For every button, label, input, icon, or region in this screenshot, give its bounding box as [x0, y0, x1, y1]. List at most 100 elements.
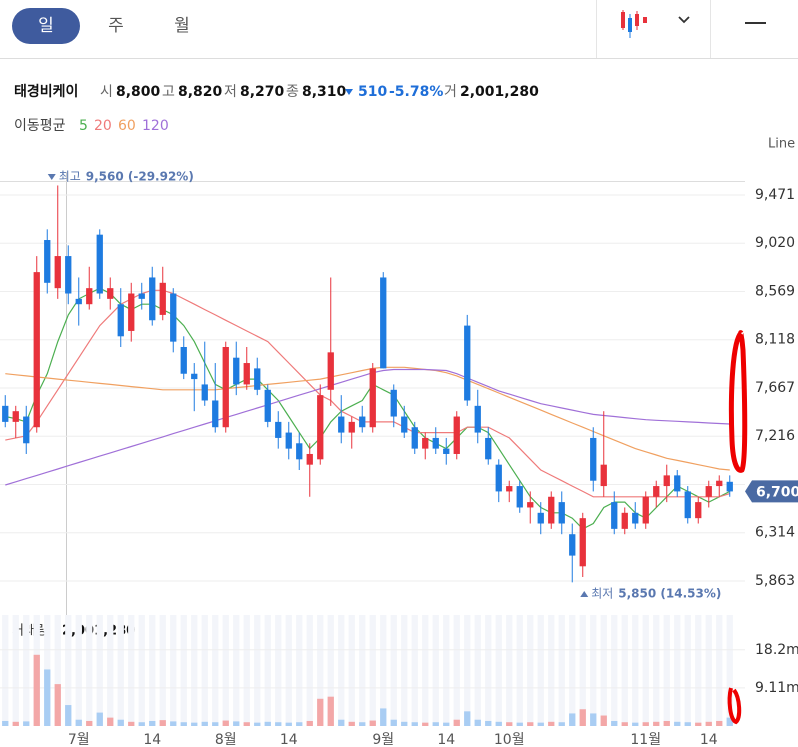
volume-stripe	[716, 615, 723, 726]
last-price-label: 6,700	[756, 484, 798, 500]
legend-entry: 60	[118, 118, 136, 134]
volume-stripe	[296, 615, 303, 726]
x-tick-label: 9월	[372, 732, 394, 747]
volume-bar	[653, 721, 660, 726]
low-label: 5,850 (14.53%)	[618, 587, 721, 601]
legend-entry: 5	[79, 118, 88, 134]
candle-body	[317, 395, 324, 460]
annotation-scribble	[727, 687, 742, 725]
tab-active-bg[interactable]	[12, 8, 80, 44]
candle-body	[222, 346, 229, 428]
volume-stripe	[422, 615, 429, 726]
candle-body	[54, 256, 61, 289]
volume-stripe	[243, 615, 250, 726]
candle-body	[306, 453, 313, 465]
down-arrow	[345, 89, 353, 95]
volume-stripe	[537, 615, 544, 726]
volume-stripe	[380, 615, 387, 726]
volume-stripe	[201, 615, 208, 726]
volume-stripe	[191, 615, 198, 726]
candle-body	[506, 486, 513, 492]
tab[interactable]: 일	[38, 16, 54, 36]
volume-bar	[338, 719, 345, 726]
volume-stripe	[107, 615, 114, 726]
candle-body	[75, 298, 82, 305]
candle-body	[201, 384, 208, 401]
candle-body	[453, 416, 460, 454]
volume-bar	[642, 722, 649, 726]
volume-bar	[348, 721, 355, 726]
volume-bar	[285, 722, 292, 726]
volume-bar	[117, 719, 124, 726]
chart-type-icon[interactable]	[621, 10, 647, 38]
ma-title: 이동평균	[14, 118, 66, 134]
candle-body	[390, 389, 397, 417]
volume-bar	[527, 722, 534, 726]
volume-stripe	[726, 615, 733, 726]
quote-value: 2,001,280	[460, 84, 539, 100]
last-price-tag	[745, 480, 798, 503]
candle-body	[138, 293, 145, 299]
y-tick-label: 6,314	[755, 525, 795, 541]
candle-body	[443, 448, 450, 454]
candle-body	[716, 480, 723, 487]
volume-bar	[621, 722, 628, 726]
volume-stripe	[86, 615, 93, 726]
volume-stripe	[558, 615, 565, 726]
volume-stripe	[75, 615, 82, 726]
quote-label: 거	[444, 84, 457, 100]
candle-body	[44, 240, 51, 283]
candle-body	[264, 389, 271, 422]
volume-stripe	[464, 615, 471, 726]
candle-body	[495, 464, 502, 492]
dropdown-chevron[interactable]	[678, 16, 690, 24]
volume-bar	[663, 720, 670, 726]
y-tick-label: 8,569	[755, 283, 795, 299]
volume-bar	[684, 722, 691, 726]
candle-body	[684, 491, 691, 519]
volume-bar	[54, 684, 61, 726]
volume-bar	[107, 717, 114, 726]
candle-body	[12, 411, 19, 422]
volume-bar	[12, 721, 19, 726]
volume-stripe	[401, 615, 408, 726]
tab[interactable]: 주	[108, 16, 124, 36]
volume-bar	[96, 712, 103, 726]
volume-stripe	[485, 615, 492, 726]
quote-change: 510	[358, 84, 387, 100]
high-marker	[47, 174, 56, 180]
candle-body	[485, 437, 492, 460]
x-tick-label: 14	[700, 732, 718, 747]
volume-stripe	[411, 615, 418, 726]
volume-bar	[65, 705, 72, 726]
low-text: 최저	[591, 587, 613, 601]
volume-stripe	[495, 615, 502, 726]
volume-bar	[296, 722, 303, 726]
candle-body	[296, 443, 303, 460]
volume-stripe	[359, 615, 366, 726]
volume-bar	[317, 698, 324, 726]
candle-body	[474, 405, 481, 433]
candle-body	[537, 512, 544, 524]
candle-body	[695, 502, 702, 519]
volume-stripe	[453, 615, 460, 726]
tab[interactable]: 월	[174, 16, 190, 36]
volume-stripe	[2, 615, 9, 726]
candle-body	[432, 437, 439, 449]
x-tick-label: 14	[143, 732, 161, 747]
x-tick-label: 8월	[215, 732, 237, 747]
candle-body	[411, 427, 418, 449]
mode-label[interactable]: Line	[768, 137, 795, 152]
volume-bar	[233, 721, 240, 726]
volume-bar	[516, 722, 523, 726]
annotation-scribble	[728, 330, 748, 473]
volume-bar	[464, 711, 471, 726]
volume-stripe	[443, 615, 450, 726]
volume-bar	[170, 721, 177, 726]
ma-line	[5, 287, 731, 530]
volume-bar	[726, 717, 733, 726]
candle-body	[33, 272, 40, 428]
volume-bar	[201, 721, 208, 726]
volume-bar	[485, 720, 492, 726]
volume-bar	[443, 722, 450, 726]
